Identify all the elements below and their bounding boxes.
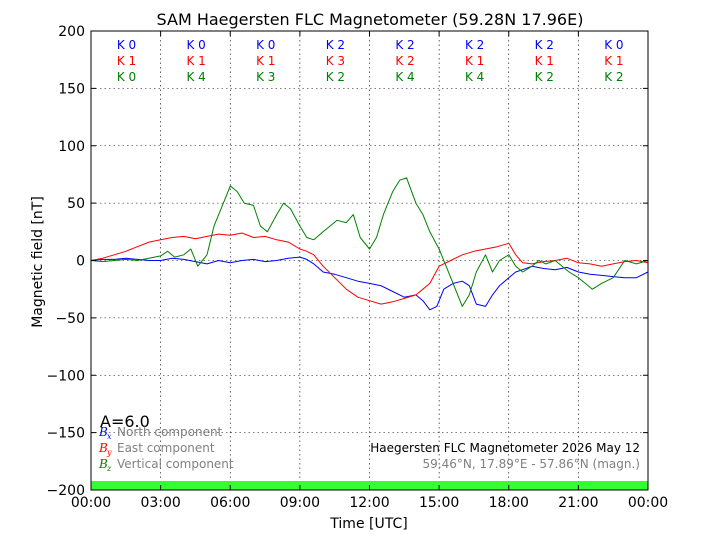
y-tick-label: −50: [55, 311, 85, 327]
k-index-table: K 0 K 0 K 0 K 2 K 2 K 2 K 2 K 0 K 1 K 1 K 1 K 3 K 2 K…: [117, 38, 624, 84]
k-index-east: K 1: [535, 54, 554, 68]
k-index-east: K 1: [465, 54, 484, 68]
k-index-east: K 1: [604, 54, 623, 68]
k-index-east: K 1: [256, 54, 275, 68]
k-index-vertical: K 4: [186, 70, 205, 84]
chart-title: SAM Haegersten FLC Magnetometer (59.28N …: [157, 10, 584, 29]
y-tick-label: 100: [58, 139, 85, 155]
y-tick-label: −200: [47, 483, 85, 499]
k-index-north: K 2: [326, 38, 345, 52]
k-index-east: K 1: [117, 54, 136, 68]
k-index-east: K 3: [326, 54, 345, 68]
y-tick-label: −150: [47, 426, 85, 442]
legend-subscript-x: x: [107, 432, 112, 441]
x-tick-label: 12:00: [349, 495, 389, 511]
station-info-title: Haegersten FLC Magnetometer 2026 May 12: [370, 441, 640, 455]
k-index-vertical: K 3: [256, 70, 275, 84]
k-index-vertical: K 2: [535, 70, 554, 84]
k-index-north: K 0: [256, 38, 275, 52]
legend-symbol-x: B: [98, 425, 108, 439]
k-index-north: K 0: [186, 38, 205, 52]
k-index-vertical: K 2: [604, 70, 623, 84]
legend-label: East component: [117, 441, 215, 455]
legend-symbol-y: B: [98, 441, 108, 455]
series-line-y: [90, 232, 649, 305]
x-tick-label: 21:00: [558, 495, 598, 511]
k-index-vertical: K 4: [395, 70, 414, 84]
station-info-coords: 59.46°N, 17.89°E - 57.86°N (magn.): [423, 457, 640, 471]
x-tick-label: 06:00: [210, 495, 250, 511]
y-tick-label: 200: [58, 24, 85, 40]
k-index-vertical: K 0: [117, 70, 136, 84]
x-tick-label: 09:00: [280, 495, 320, 511]
y-axis-label: Magnetic field [nT]: [30, 196, 46, 328]
y-tick-label: 0: [76, 254, 85, 270]
legend-subscript-z: z: [106, 464, 112, 473]
x-tick-label: 03:00: [140, 495, 180, 511]
k-index-vertical: K 4: [465, 70, 484, 84]
y-tick-label: 50: [67, 196, 85, 212]
y-tick-label: 150: [58, 81, 85, 97]
series-line-z: [90, 177, 649, 307]
x-tick-label: 00:00: [71, 495, 111, 511]
k-index-north: K 2: [535, 38, 554, 52]
y-tick-label: −100: [47, 368, 85, 384]
k-index-north: K 2: [465, 38, 484, 52]
legend-label: Vertical component: [117, 457, 234, 471]
legend-subscript-y: y: [106, 448, 112, 457]
k-index-east: K 1: [186, 54, 205, 68]
legend-label: North component: [117, 425, 223, 439]
k-index-vertical: K 2: [326, 70, 345, 84]
k-index-north: K 0: [117, 38, 136, 52]
k-index-east: K 2: [395, 54, 414, 68]
k-index-north: K 2: [395, 38, 414, 52]
x-tick-label: 15:00: [419, 495, 459, 511]
series-layer: [90, 177, 649, 311]
x-axis-label: Time [UTC]: [329, 516, 407, 532]
legend-symbol-z: B: [98, 457, 108, 471]
axis-ticks: 00:00 03:00 06:00 09:00 12:00 15:00 18:00 21:00…: [47, 24, 669, 511]
a-index-label: A=6.0: [100, 412, 150, 431]
x-tick-label: 00:00: [628, 495, 668, 511]
k-index-north: K 0: [604, 38, 623, 52]
x-tick-label: 18:00: [489, 495, 529, 511]
